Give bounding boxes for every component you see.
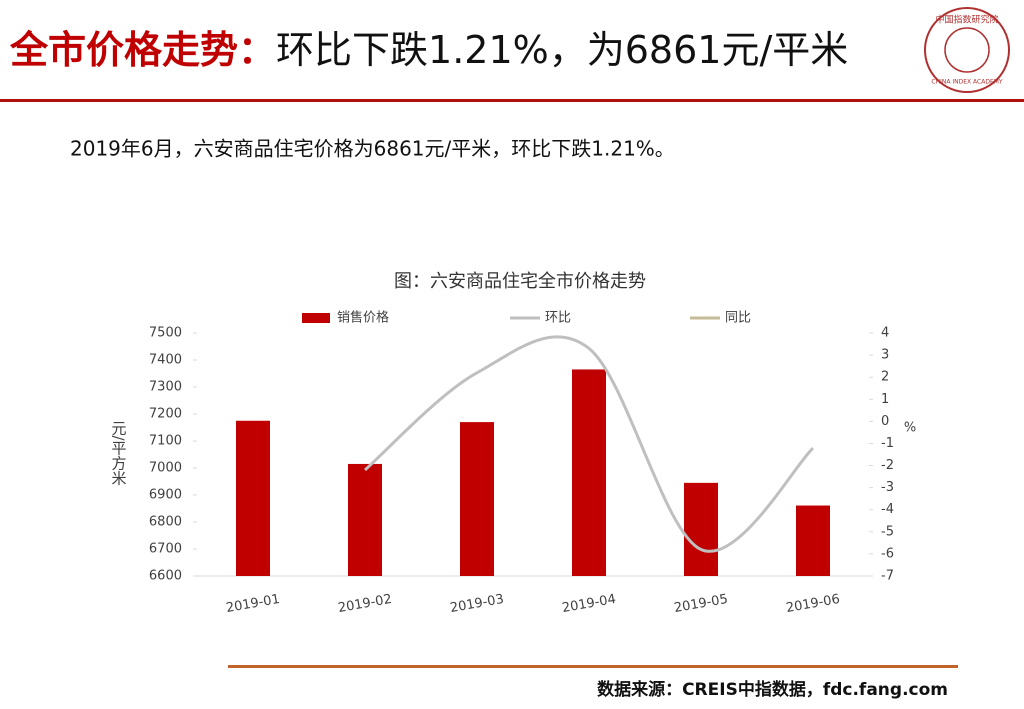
x-tick-label: 2019-02 [337,592,393,616]
y2-tick-label: -4 [881,502,894,517]
logo-cn: 中国指数研究院 [935,14,998,26]
y-tick-label: 7200 [149,407,182,422]
title-lead-text: 全市价格走势： [9,28,276,72]
y-tick-label: 7400 [149,353,182,368]
y-tick-label: 7000 [149,461,182,476]
y-tick-label: 6600 [149,569,182,584]
y2-tick-label: 2 [881,370,889,385]
y-axis-label: 元/平方米 [110,420,128,485]
logo-en: CHINA INDEX ACADEMY [931,79,1003,86]
header-rule [0,99,1024,102]
x-tick-label: 2019-03 [449,592,505,616]
title-rest: 环比下跌1.21%，为6861元/平米 [276,28,848,72]
y2-tick-label: -1 [881,436,894,451]
legend-label: 同比 [725,311,751,326]
y-tick-label: 7300 [149,380,182,395]
x-tick-label: 2019-01 [225,592,281,616]
y2-axis-label: % [904,421,916,436]
logo-inner [944,27,990,73]
bar [684,482,718,576]
y-tick-label: 6900 [149,488,182,503]
bar [572,369,606,576]
y2-tick-label: -2 [881,458,894,473]
bar [348,463,382,576]
y2-tick-label: -3 [881,480,894,495]
y2-tick-label: 4 [881,326,889,341]
bar [236,420,270,576]
bar [796,505,830,576]
y2-tick-label: 0 [881,414,889,429]
y-tick-label: 6700 [149,542,182,557]
bar [460,422,494,576]
title-lead: 全市价格走势：环比下跌1.21%，为6861元/平米 [9,28,848,72]
logo: 中国指数研究院 CHINA INDEX ACADEMY [924,7,1010,93]
chart-title: 图：六安商品住宅全市价格走势 [394,271,646,292]
x-tick-label: 2019-06 [785,592,841,616]
line [364,335,815,553]
x-tick-label: 2019-05 [673,592,729,616]
footer-rule [228,665,958,668]
logo-ring [924,7,1010,93]
footer-source: 数据来源：CREIS中指数据，fdc.fang.com [597,679,948,700]
y2-tick-label: -5 [881,524,894,539]
y2-tick-label: 3 [881,348,889,363]
y2-tick-label: -6 [881,546,894,561]
legend-label: 销售价格 [337,310,389,326]
legend-label: 环比 [545,311,571,326]
y-tick-label: 7500 [149,326,182,341]
y-tick-label: 6800 [149,515,182,530]
legend-swatch [302,313,330,323]
x-tick-label: 2019-04 [561,592,617,616]
y-tick-label: 7100 [149,434,182,449]
y2-tick-label: -7 [881,569,894,584]
y2-tick-label: 1 [881,392,889,407]
summary: 2019年6月，六安商品住宅价格为6861元/平米，环比下跌1.21%。 [70,137,675,161]
